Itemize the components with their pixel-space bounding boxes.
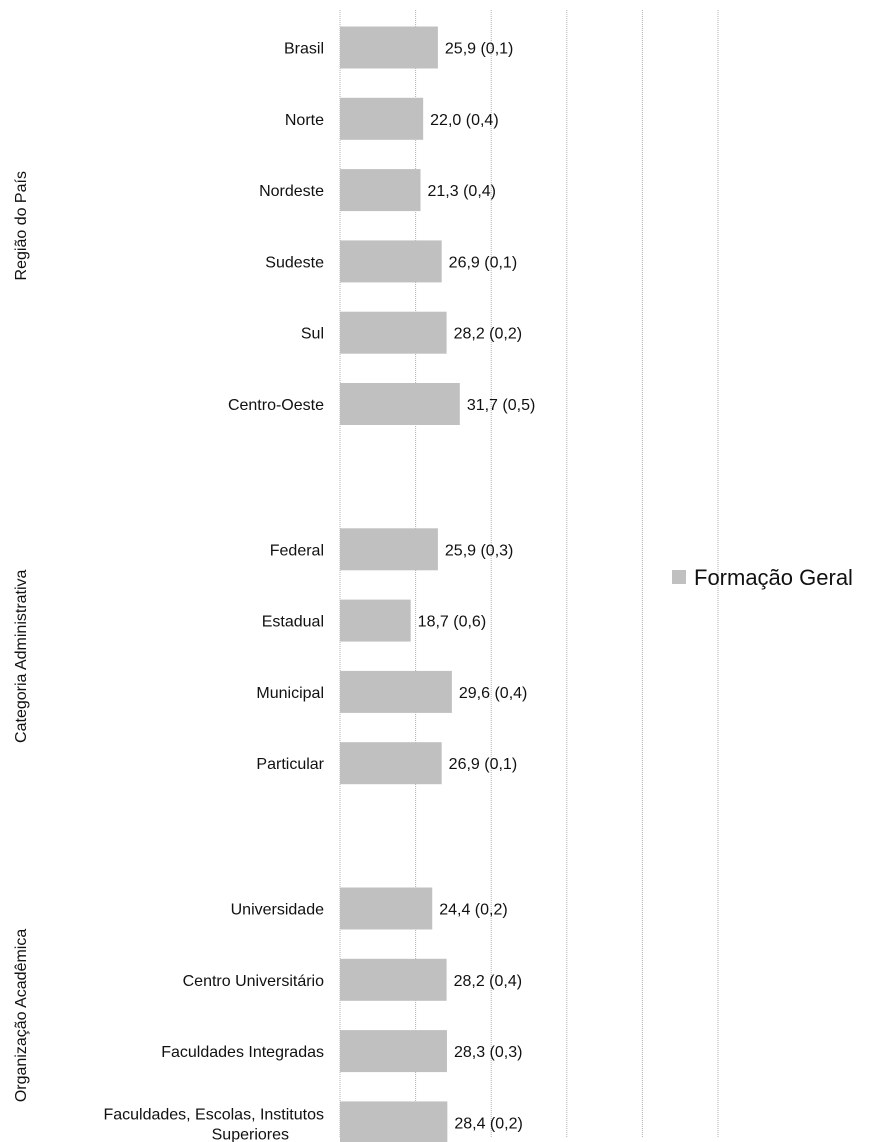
value-label: 28,4 (0,2) <box>454 1115 522 1132</box>
legend-swatch <box>672 570 686 584</box>
category-label: Universidade <box>231 902 324 919</box>
category-label: Particular <box>256 756 324 773</box>
value-label: 26,9 (0,1) <box>449 254 517 271</box>
bar <box>340 887 433 930</box>
bar <box>340 599 411 642</box>
category-label: Faculdades, Escolas, Institutos Superiore… <box>103 1106 324 1142</box>
group-label: Região do País <box>13 171 30 280</box>
value-label: 31,7 (0,5) <box>467 397 535 414</box>
bar <box>340 742 442 785</box>
bar <box>340 240 442 283</box>
category-label: Brasil <box>284 41 324 58</box>
group-label: Categoria Administrativa <box>13 569 30 743</box>
category-label: Faculdades Integradas <box>161 1044 324 1061</box>
bar <box>340 1030 447 1073</box>
bar <box>340 169 421 212</box>
category-label: Nordeste <box>259 183 324 200</box>
bar <box>340 670 452 713</box>
bar <box>340 311 447 354</box>
bar <box>340 1101 448 1142</box>
category-label: Municipal <box>256 685 324 702</box>
group-label: Organização Acadêmica <box>13 929 30 1103</box>
value-label: 25,9 (0,3) <box>445 542 513 559</box>
legend: Formação Geral <box>672 565 853 590</box>
labels: Brasil 25,9 (0,1) Norte 22,0 (0,4) Nordeste 2… <box>13 41 535 1142</box>
category-label: Federal <box>270 542 324 559</box>
category-label: Sul <box>301 326 324 343</box>
category-label: Estadual <box>262 614 324 631</box>
value-label: 25,9 (0,1) <box>445 41 513 58</box>
value-label: 22,0 (0,4) <box>430 112 498 129</box>
category-label: Centro-Oeste <box>228 397 324 414</box>
value-label: 29,6 (0,4) <box>459 685 527 702</box>
category-label: Norte <box>285 112 324 129</box>
category-label: Sudeste <box>265 254 324 271</box>
value-label: 26,9 (0,1) <box>449 756 517 773</box>
legend-label: Formação Geral <box>694 565 853 590</box>
bar <box>340 26 438 69</box>
bars <box>340 26 460 1142</box>
value-label: 28,3 (0,3) <box>454 1044 522 1061</box>
bar <box>340 97 424 140</box>
value-label: 21,3 (0,4) <box>428 183 496 200</box>
value-label: 28,2 (0,4) <box>454 973 522 990</box>
bar <box>340 383 460 425</box>
value-label: 24,4 (0,2) <box>439 902 507 919</box>
category-label: Centro Universitário <box>183 973 324 990</box>
value-label: 28,2 (0,2) <box>454 326 522 343</box>
bar <box>340 528 438 571</box>
value-label: 18,7 (0,6) <box>418 614 486 631</box>
bar <box>340 958 447 1001</box>
